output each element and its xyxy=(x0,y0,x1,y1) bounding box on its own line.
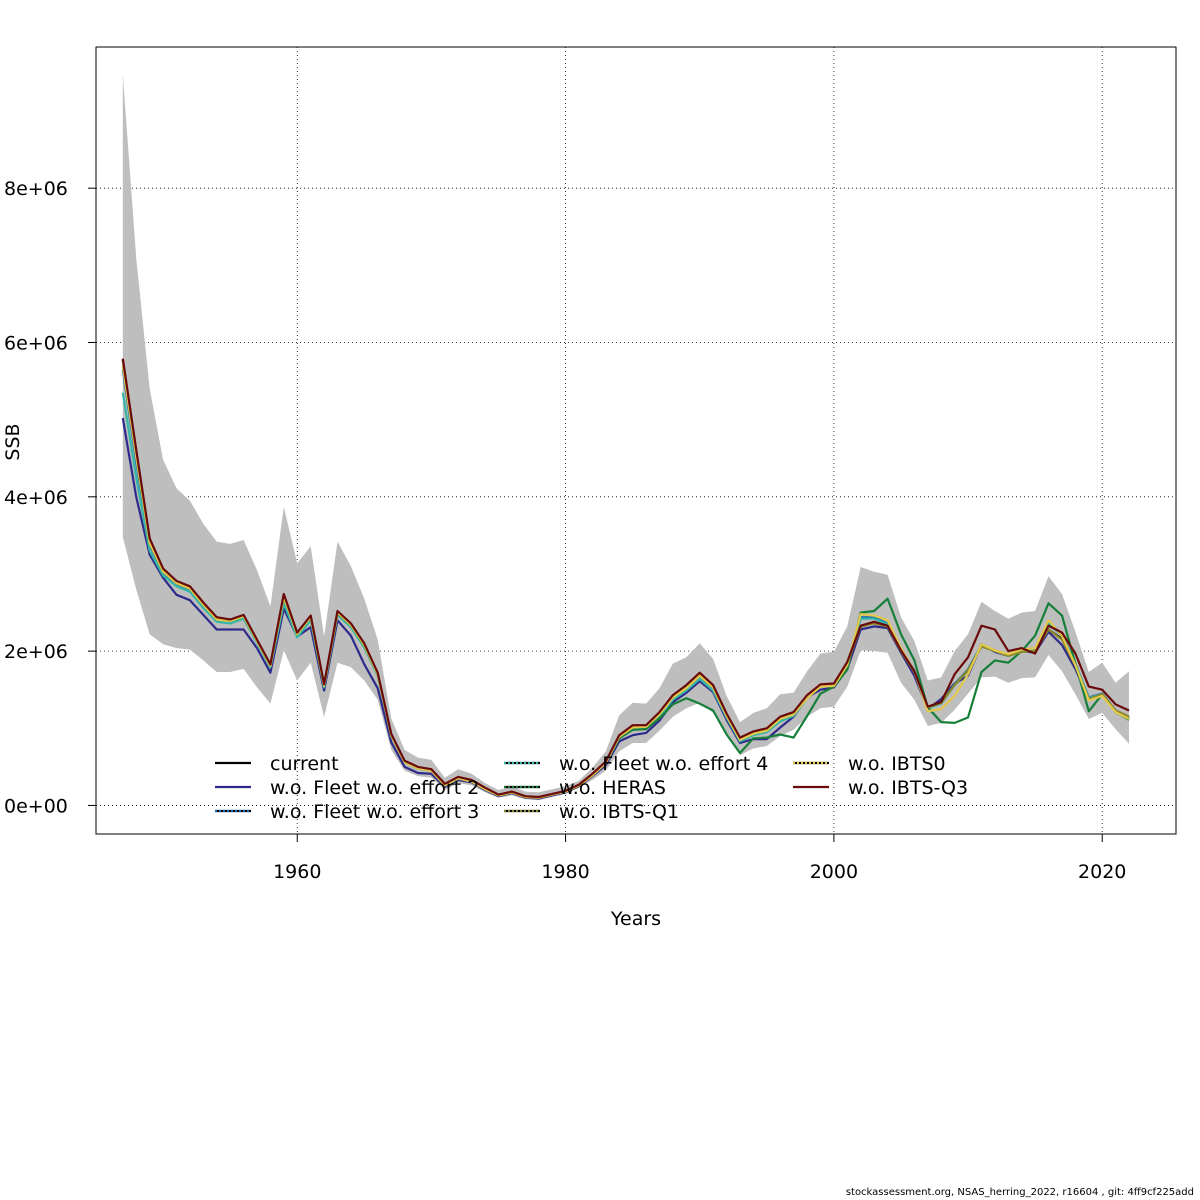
axes: 1960 1980 2000 2020 0e+00 2e+06 4e+06 6e+06 8e+0… xyxy=(4,178,1126,883)
legend-item-current: current xyxy=(215,753,339,775)
y-tick-label-4e+06: 4e+06 xyxy=(4,487,68,509)
x-tick-label-2020: 2020 xyxy=(1078,861,1126,883)
x-tick-label-1980: 1980 xyxy=(541,861,589,883)
legend-item-w-o-ibts-q3: w.o. IBTS-Q3 xyxy=(793,777,968,799)
x-tick-label-1960: 1960 xyxy=(273,861,321,883)
legend-label-w-o-ibts0: w.o. IBTS0 xyxy=(848,753,946,775)
legend-item-w-o-heras: w.o. HERAS xyxy=(504,777,666,799)
plot-frame xyxy=(95,46,1177,835)
legend-item-w-o-fleet-w-o-effort-4: w.o. Fleet w.o. effort 4 xyxy=(504,753,768,775)
x-axis-title: Years xyxy=(610,908,661,930)
legend-label-w-o-fleet-w-o-effort-2: w.o. Fleet w.o. effort 2 xyxy=(270,777,479,799)
confidence-band xyxy=(122,74,1130,801)
confidence-band-layer xyxy=(122,74,1130,801)
y-tick-label-6e+06: 6e+06 xyxy=(4,333,68,355)
legend-label-w-o-fleet-w-o-effort-3: w.o. Fleet w.o. effort 3 xyxy=(270,801,479,823)
y-tick-label-2e+06: 2e+06 xyxy=(4,641,68,663)
y-axis-title: SSB xyxy=(2,423,24,460)
legend-label-w-o-fleet-w-o-effort-4: w.o. Fleet w.o. effort 4 xyxy=(559,753,768,775)
legend-label-w-o-ibts-q1: w.o. IBTS-Q1 xyxy=(559,801,679,823)
series-lines xyxy=(121,358,1130,800)
y-tick-label-8e+06: 8e+06 xyxy=(4,178,68,200)
x-tick-label-2000: 2000 xyxy=(810,861,858,883)
legend-label-current: current xyxy=(270,753,339,775)
legend-item-w-o-ibts-q1: w.o. IBTS-Q1 xyxy=(504,801,679,823)
legend-label-w-o-heras: w.o. HERAS xyxy=(559,777,666,799)
y-tick-label-0e+00: 0e+00 xyxy=(4,795,68,817)
legend-item-w-o-fleet-w-o-effort-2: w.o. Fleet w.o. effort 2 xyxy=(215,777,479,799)
footer-credit: stockassessment.org, NSAS_herring_2022, … xyxy=(845,1187,1194,1198)
legend-item-w-o-fleet-w-o-effort-3: w.o. Fleet w.o. effort 3 xyxy=(215,801,479,823)
legend-label-w-o-ibts-q3: w.o. IBTS-Q3 xyxy=(848,777,968,799)
series-line-w-o-ibts-q3 xyxy=(121,358,1130,799)
legend-item-w-o-ibts0: w.o. IBTS0 xyxy=(793,753,946,775)
